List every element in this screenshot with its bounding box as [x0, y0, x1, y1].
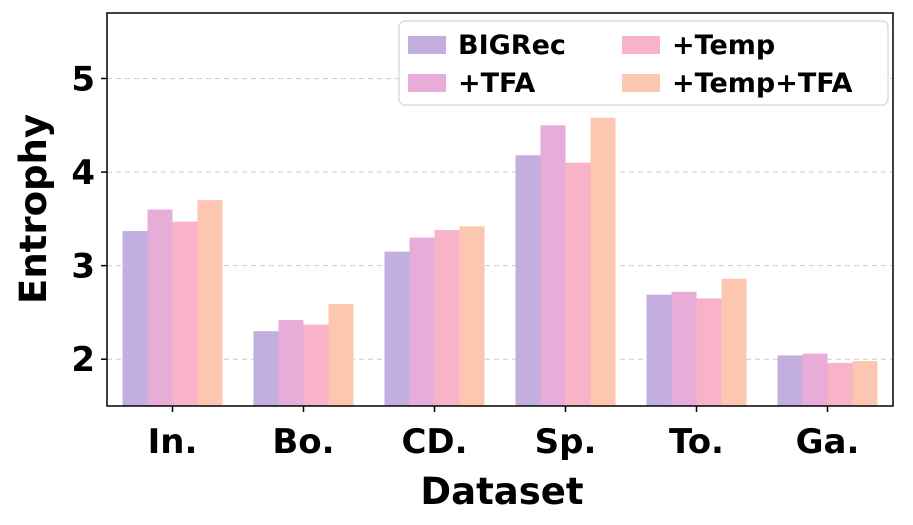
bar-in-plus-tempplus-tfa [197, 200, 223, 406]
bar-ga-plus-tempplus-tfa [852, 361, 878, 406]
x-tick-label: Ga. [796, 422, 860, 462]
bars [122, 117, 878, 407]
bar-cd-bigrec [384, 251, 410, 406]
bar-in-plus-tfa [147, 209, 173, 406]
legend-label: +TFA [458, 68, 535, 99]
y-tick-label: 4 [71, 153, 95, 193]
bar-to-plus-temp [696, 298, 722, 406]
x-tick-label: Sp. [535, 422, 597, 462]
bar-to-plus-tfa [671, 291, 697, 406]
bar-cd-plus-tfa [409, 237, 435, 406]
bar-bo-plus-tempplus-tfa [328, 304, 354, 406]
bar-cd-plus-tempplus-tfa [459, 226, 485, 406]
legend-swatch [622, 36, 660, 54]
bar-ga-plus-tfa [802, 353, 828, 406]
legend-label: +Temp [672, 30, 775, 61]
y-tick-label: 3 [71, 247, 95, 287]
plot-frame [106, 12, 894, 407]
bar-in-bigrec [122, 231, 148, 406]
x-axis-label: Dataset [420, 470, 583, 513]
legend: BIGRec +Temp+TFA +Temp+TFA [398, 20, 889, 106]
legend-swatch [622, 74, 660, 92]
bar-sp-plus-tfa [540, 125, 566, 407]
bar-ga-plus-temp [827, 362, 853, 406]
bar-to-plus-tempplus-tfa [721, 278, 747, 406]
y-axis-ticks: 2 3 4 5 [71, 60, 107, 380]
legend-swatch [408, 74, 446, 92]
x-tick-label: To. [669, 422, 724, 462]
bar-sp-bigrec [515, 155, 541, 406]
y-tick-label: 5 [71, 60, 95, 100]
bar-to-bigrec [646, 294, 672, 406]
legend-label: +Temp+TFA [672, 68, 853, 99]
bar-in-plus-temp [172, 221, 198, 406]
bar-sp-plus-tempplus-tfa [590, 117, 616, 407]
bar-sp-plus-temp [565, 162, 591, 406]
grid-lines [107, 78, 893, 360]
legend-box [398, 20, 889, 106]
bar-bo-bigrec [253, 331, 279, 406]
x-tick-label: CD. [401, 422, 467, 462]
legend-label: BIGRec [458, 30, 566, 61]
x-axis-ticks: In. Bo. CD. Sp. To. Ga. [148, 406, 860, 462]
y-tick-label: 2 [71, 340, 95, 380]
x-tick-label: In. [148, 422, 198, 462]
x-tick-label: Bo. [272, 422, 334, 462]
legend-swatch [408, 36, 446, 54]
y-axis-label: Entrophy [12, 114, 55, 304]
bar-cd-plus-temp [434, 230, 460, 406]
bar-ga-bigrec [777, 355, 803, 406]
bar-bo-plus-tfa [278, 319, 304, 406]
bar-bo-plus-temp [303, 324, 329, 406]
